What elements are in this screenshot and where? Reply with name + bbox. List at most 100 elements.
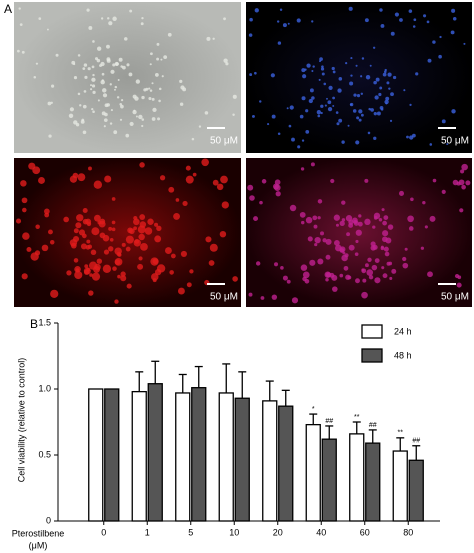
cell <box>77 92 81 96</box>
cell <box>87 67 91 71</box>
cell <box>325 238 332 245</box>
bar <box>408 459 424 522</box>
cell <box>102 264 112 273</box>
cell <box>382 273 388 279</box>
legend-label: 48 h <box>394 350 412 360</box>
cell <box>112 266 117 271</box>
cell <box>73 120 78 125</box>
cell <box>15 218 22 224</box>
cell <box>345 62 348 65</box>
cell <box>212 37 215 40</box>
cell <box>380 108 384 111</box>
cell <box>83 90 87 93</box>
cell <box>86 239 91 244</box>
cell <box>325 278 329 282</box>
x-tick-label: 10 <box>229 527 239 537</box>
cell <box>89 273 93 277</box>
cell <box>373 136 377 140</box>
cell <box>88 166 92 171</box>
cell <box>63 216 70 223</box>
cell <box>311 96 315 100</box>
cell <box>120 104 124 109</box>
cell <box>320 67 325 71</box>
bar <box>278 405 294 522</box>
cell <box>438 54 442 59</box>
cell <box>75 268 80 273</box>
cell <box>282 275 288 281</box>
cell <box>408 226 414 231</box>
cell <box>335 244 342 252</box>
cell <box>21 197 28 204</box>
cell <box>320 104 324 108</box>
cell <box>114 85 118 89</box>
cell <box>19 23 23 26</box>
cell <box>451 109 456 114</box>
cell <box>138 114 143 120</box>
cell <box>328 85 333 90</box>
cell <box>97 99 100 102</box>
cell <box>22 232 30 240</box>
cell <box>92 90 96 95</box>
cell <box>225 62 229 66</box>
cell <box>97 220 102 225</box>
cell <box>254 8 259 13</box>
cell <box>74 270 83 280</box>
bar <box>305 423 321 522</box>
cell <box>322 238 327 243</box>
cell <box>341 254 348 262</box>
cell <box>232 113 235 116</box>
cell <box>276 20 280 23</box>
cell <box>391 268 397 274</box>
cell <box>21 50 25 54</box>
cell <box>341 140 345 144</box>
cell <box>311 70 314 73</box>
cell <box>30 252 39 261</box>
bar <box>234 397 250 522</box>
cell <box>386 261 391 266</box>
cell <box>82 207 88 214</box>
cell <box>429 143 433 146</box>
cell <box>259 200 263 205</box>
cell <box>339 220 345 226</box>
cell <box>141 16 144 20</box>
bar <box>104 388 120 522</box>
cell <box>220 175 228 184</box>
cell <box>275 191 281 197</box>
cell <box>137 225 146 234</box>
cell <box>175 198 180 202</box>
cell <box>192 172 197 177</box>
cell <box>90 88 93 91</box>
cell <box>454 273 460 279</box>
cell <box>117 274 121 279</box>
cell <box>415 72 419 76</box>
cell <box>73 235 80 242</box>
cell <box>110 69 115 74</box>
cell <box>99 64 103 68</box>
cell <box>358 109 363 114</box>
cell <box>307 236 313 242</box>
significance: * <box>312 406 315 413</box>
cell <box>370 245 376 251</box>
cell <box>121 242 126 247</box>
cell <box>108 226 113 231</box>
cell <box>324 104 327 107</box>
cell <box>41 244 49 252</box>
cell <box>152 107 157 112</box>
cell <box>112 63 116 67</box>
cell <box>274 184 281 191</box>
cell <box>127 227 133 234</box>
cell <box>379 86 383 90</box>
cell <box>399 18 403 22</box>
cell <box>73 228 79 234</box>
cell <box>212 179 219 186</box>
bar <box>131 390 147 522</box>
cell <box>427 58 432 63</box>
cell <box>170 253 176 259</box>
cell <box>302 74 307 79</box>
cell <box>148 87 151 90</box>
cell <box>125 133 130 138</box>
cell <box>158 99 161 103</box>
cell <box>360 92 364 95</box>
cell <box>159 175 166 181</box>
cell <box>28 162 36 170</box>
